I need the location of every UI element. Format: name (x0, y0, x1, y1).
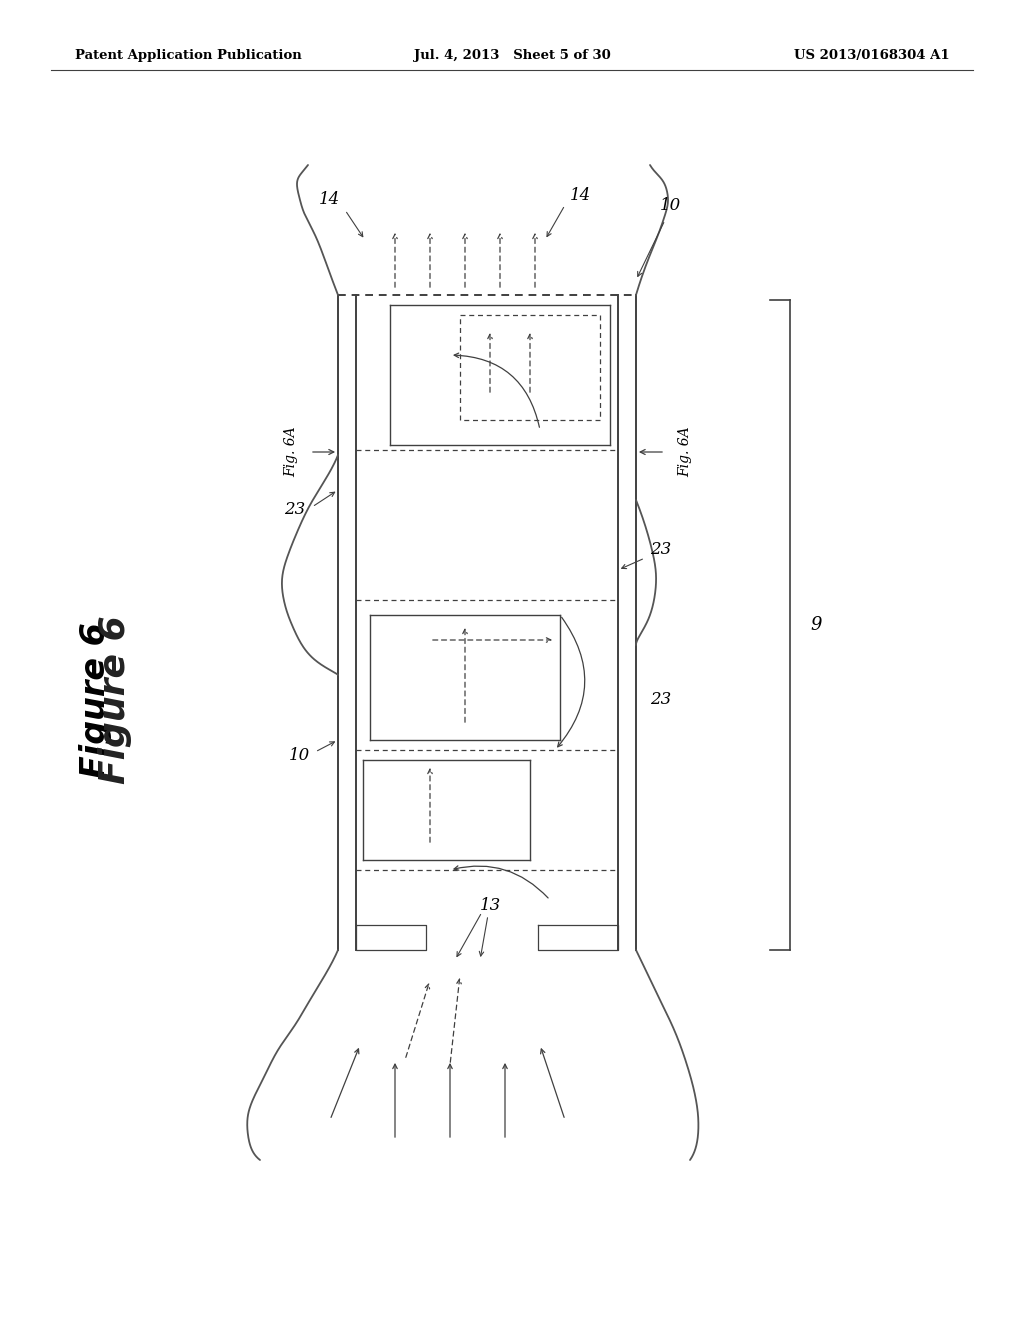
Text: US 2013/0168304 A1: US 2013/0168304 A1 (795, 49, 950, 62)
Text: 14: 14 (570, 186, 591, 203)
Text: 9: 9 (810, 616, 821, 634)
Text: Fig. 6A: Fig. 6A (284, 426, 298, 478)
Text: Fig. 6A: Fig. 6A (678, 426, 692, 478)
Text: Jul. 4, 2013   Sheet 5 of 30: Jul. 4, 2013 Sheet 5 of 30 (414, 49, 610, 62)
Text: 23: 23 (650, 541, 672, 558)
Text: 13: 13 (479, 896, 501, 913)
Text: 10: 10 (289, 747, 310, 763)
Text: Figure 6: Figure 6 (79, 622, 112, 777)
Text: Patent Application Publication: Patent Application Publication (75, 49, 302, 62)
Text: 23: 23 (650, 692, 672, 709)
Text: 23: 23 (284, 502, 305, 519)
Text: 10: 10 (660, 197, 681, 214)
Text: Figure 6: Figure 6 (98, 615, 132, 784)
Text: 14: 14 (318, 191, 340, 209)
